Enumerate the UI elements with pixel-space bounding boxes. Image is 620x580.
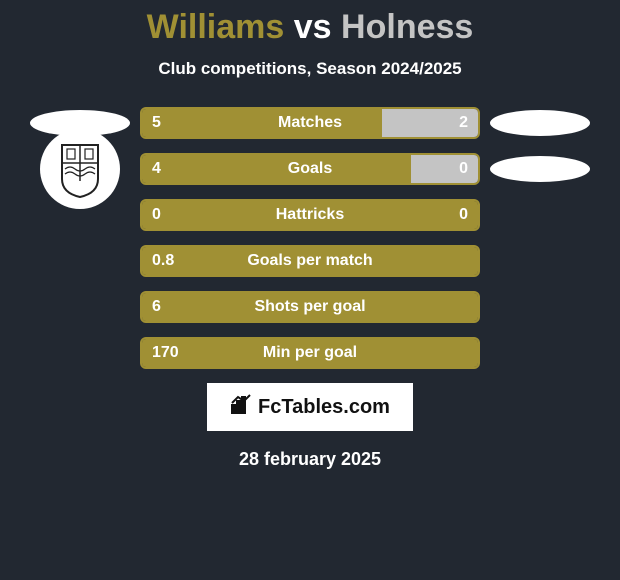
stat-label: Shots per goal xyxy=(142,293,478,321)
stat-bar: 0.8Goals per match xyxy=(140,245,480,277)
stat-row: 170Min per goal xyxy=(0,337,620,369)
stat-label: Hattricks xyxy=(142,201,478,229)
stat-row: 6Shots per goal xyxy=(0,291,620,323)
player1-club-crest xyxy=(40,129,120,209)
logo-text: FcTables.com xyxy=(258,396,390,419)
stat-bar: 170Min per goal xyxy=(140,337,480,369)
player1-name: Williams xyxy=(147,8,285,46)
player1-badge-col xyxy=(20,129,140,209)
subtitle: Club competitions, Season 2024/2025 xyxy=(0,59,620,79)
stat-label: Matches xyxy=(142,109,478,137)
stat-bar: 40Goals xyxy=(140,153,480,185)
stat-label: Goals xyxy=(142,155,478,183)
stat-row: 40Goals xyxy=(0,153,620,185)
player2-club-badge xyxy=(490,156,590,182)
club-crest-icon xyxy=(50,139,110,199)
chart-icon xyxy=(230,393,252,421)
comparison-title: Williams vs Holness xyxy=(0,8,620,47)
player2-badge-col xyxy=(480,110,600,136)
date-label: 28 february 2025 xyxy=(0,449,620,470)
stat-bar: 6Shots per goal xyxy=(140,291,480,323)
stat-label: Goals per match xyxy=(142,247,478,275)
stat-bar: 00Hattricks xyxy=(140,199,480,231)
stat-bar: 52Matches xyxy=(140,107,480,139)
stat-row: 0.8Goals per match xyxy=(0,245,620,277)
player2-name: Holness xyxy=(341,8,473,46)
source-logo: FcTables.com xyxy=(207,383,413,431)
player2-badge-col xyxy=(480,156,600,182)
vs-separator: vs xyxy=(294,8,332,46)
stat-label: Min per goal xyxy=(142,339,478,367)
player2-club-badge xyxy=(490,110,590,136)
